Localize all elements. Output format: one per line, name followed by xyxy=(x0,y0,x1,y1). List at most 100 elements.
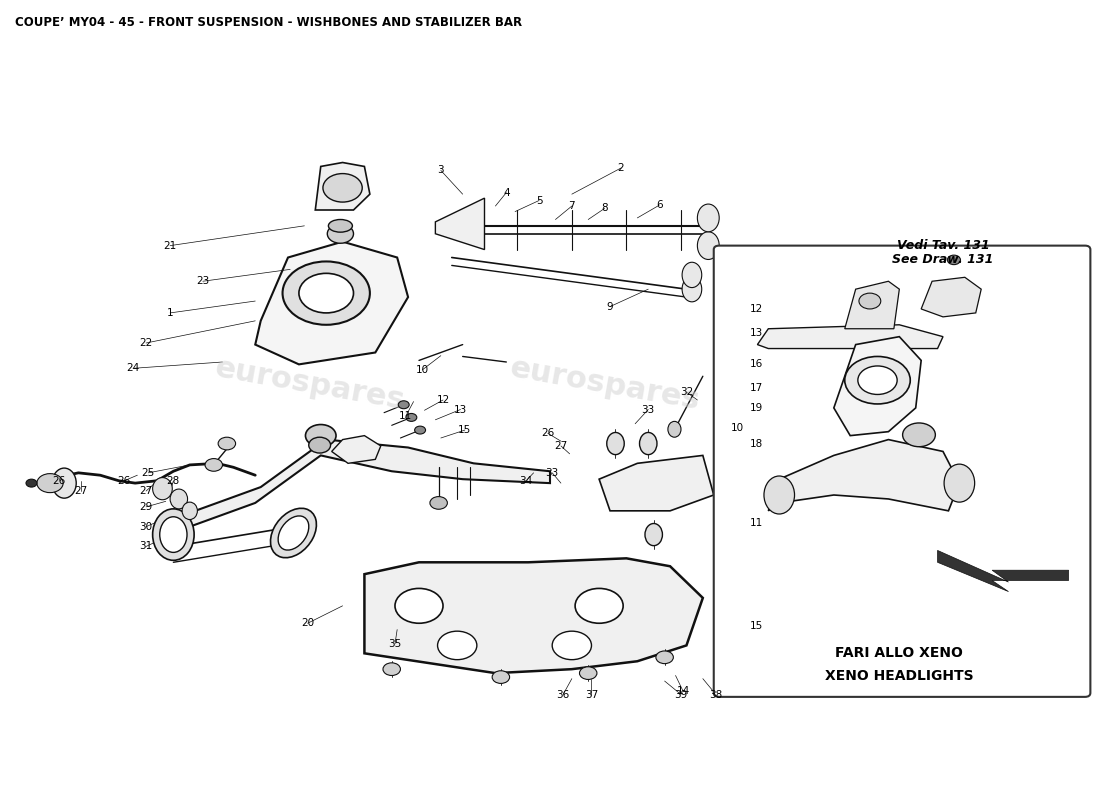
Polygon shape xyxy=(436,198,484,250)
Circle shape xyxy=(395,589,443,623)
Text: 26: 26 xyxy=(541,428,554,438)
Text: 21: 21 xyxy=(164,241,177,250)
Circle shape xyxy=(205,458,222,471)
Polygon shape xyxy=(600,455,714,511)
Text: 28: 28 xyxy=(167,476,180,486)
Ellipse shape xyxy=(764,476,794,514)
Text: eurospares: eurospares xyxy=(507,353,702,415)
Polygon shape xyxy=(174,439,550,550)
Polygon shape xyxy=(921,638,1085,685)
Text: 25: 25 xyxy=(142,468,155,478)
Text: 12: 12 xyxy=(437,395,450,405)
Ellipse shape xyxy=(697,232,719,259)
Circle shape xyxy=(283,262,370,325)
Circle shape xyxy=(299,274,353,313)
Circle shape xyxy=(218,438,235,450)
Circle shape xyxy=(37,474,63,493)
Ellipse shape xyxy=(645,523,662,546)
Text: 22: 22 xyxy=(140,338,153,348)
Text: 36: 36 xyxy=(557,690,570,699)
Polygon shape xyxy=(834,337,921,436)
Polygon shape xyxy=(768,439,959,511)
Text: XENO HEADLIGHTS: XENO HEADLIGHTS xyxy=(825,669,974,682)
Text: 8: 8 xyxy=(602,203,608,214)
Text: 26: 26 xyxy=(52,476,65,486)
Ellipse shape xyxy=(52,468,76,498)
Text: 32: 32 xyxy=(680,387,693,397)
Text: COUPE’ MY04 - 45 - FRONT SUSPENSION - WISHBONES AND STABILIZER BAR: COUPE’ MY04 - 45 - FRONT SUSPENSION - WI… xyxy=(15,16,522,29)
Circle shape xyxy=(903,423,935,446)
Ellipse shape xyxy=(944,464,975,502)
Circle shape xyxy=(415,426,426,434)
Circle shape xyxy=(580,666,597,679)
Text: 20: 20 xyxy=(301,618,315,628)
Text: 2: 2 xyxy=(617,163,625,173)
Text: 3: 3 xyxy=(438,166,444,175)
Text: FARI ALLO XENO: FARI ALLO XENO xyxy=(835,646,964,660)
Circle shape xyxy=(309,438,331,453)
Text: 31: 31 xyxy=(140,542,153,551)
Text: 11: 11 xyxy=(749,518,763,528)
Text: 15: 15 xyxy=(749,621,763,630)
Text: 6: 6 xyxy=(656,200,662,210)
Text: 39: 39 xyxy=(674,690,688,699)
Text: 24: 24 xyxy=(126,363,140,374)
Text: See Draw. 131: See Draw. 131 xyxy=(892,253,993,266)
Text: 27: 27 xyxy=(554,441,568,451)
Ellipse shape xyxy=(153,478,173,500)
Text: 1: 1 xyxy=(167,308,174,318)
Polygon shape xyxy=(332,436,381,463)
Text: 18: 18 xyxy=(749,438,763,449)
Circle shape xyxy=(323,174,362,202)
Text: 27: 27 xyxy=(140,486,153,496)
Polygon shape xyxy=(845,282,900,329)
Text: 30: 30 xyxy=(140,522,153,532)
Ellipse shape xyxy=(668,422,681,438)
Polygon shape xyxy=(921,278,981,317)
Text: 10: 10 xyxy=(416,365,429,375)
Circle shape xyxy=(438,631,477,660)
Circle shape xyxy=(406,414,417,422)
Circle shape xyxy=(575,589,623,623)
Text: eurospares: eurospares xyxy=(212,353,407,415)
Circle shape xyxy=(328,224,353,243)
Polygon shape xyxy=(316,162,370,210)
Text: 19: 19 xyxy=(749,403,763,413)
Ellipse shape xyxy=(607,433,624,454)
Text: 26: 26 xyxy=(118,476,131,486)
Text: 16: 16 xyxy=(749,359,763,370)
Text: 5: 5 xyxy=(536,195,542,206)
Text: 10: 10 xyxy=(732,422,745,433)
Text: 33: 33 xyxy=(641,405,654,414)
Text: 15: 15 xyxy=(459,425,472,435)
Circle shape xyxy=(947,255,960,265)
Text: 17: 17 xyxy=(749,383,763,393)
Text: 37: 37 xyxy=(585,690,598,699)
Text: 12: 12 xyxy=(749,304,763,314)
FancyBboxPatch shape xyxy=(714,246,1090,697)
Circle shape xyxy=(656,651,673,664)
Circle shape xyxy=(552,631,592,660)
Circle shape xyxy=(492,670,509,683)
Ellipse shape xyxy=(183,502,197,519)
Ellipse shape xyxy=(170,489,188,509)
Ellipse shape xyxy=(153,509,194,560)
Ellipse shape xyxy=(682,277,702,302)
Ellipse shape xyxy=(278,516,309,550)
Text: 14: 14 xyxy=(676,686,690,696)
Text: 27: 27 xyxy=(74,486,87,496)
Text: 38: 38 xyxy=(710,690,723,699)
Ellipse shape xyxy=(639,433,657,454)
Ellipse shape xyxy=(160,517,187,552)
Text: 9: 9 xyxy=(607,302,614,311)
Text: Vedi Tav. 131: Vedi Tav. 131 xyxy=(896,239,989,252)
Ellipse shape xyxy=(271,508,317,558)
Circle shape xyxy=(383,663,400,675)
Text: 34: 34 xyxy=(519,476,532,486)
Circle shape xyxy=(26,479,37,487)
Polygon shape xyxy=(937,550,1068,591)
Circle shape xyxy=(306,425,336,446)
Text: 11: 11 xyxy=(399,411,412,421)
Circle shape xyxy=(858,366,898,394)
Ellipse shape xyxy=(697,204,719,232)
